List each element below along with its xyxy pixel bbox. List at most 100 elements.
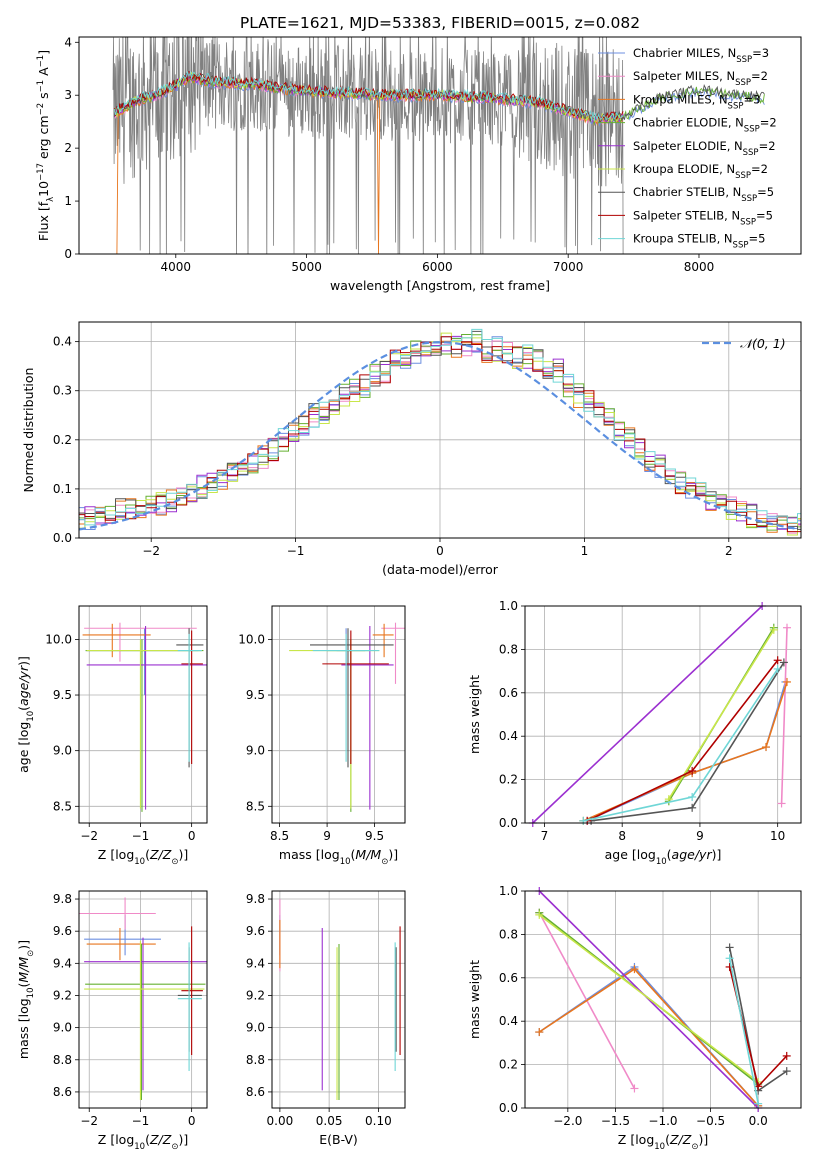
label-part: SSP <box>743 148 759 158</box>
label-part: ( <box>665 1132 670 1147</box>
x-tick-label: 0 <box>188 829 196 843</box>
label-part: =2 <box>760 116 777 130</box>
label-part: ( <box>145 847 150 862</box>
label-part: SSP <box>735 171 751 181</box>
x-tick-label: −2 <box>142 544 160 558</box>
y-tick-label: 9.6 <box>53 924 72 938</box>
x-tick-label: 8.5 <box>270 829 289 843</box>
weight-line <box>538 890 759 1109</box>
label-part: −2 <box>36 103 46 116</box>
label-part: ( <box>145 1132 150 1147</box>
weight_vs_Z-x-label: Z [log10(Z/Z⊙)] <box>618 1132 708 1152</box>
age_vs_Z-axes: −2 −1 08.59.09.510.0Z [log10(Z/Z⊙)]age [lo… <box>16 605 208 867</box>
label-part: Normed distribution <box>21 368 36 493</box>
label-part: =3 <box>752 46 769 60</box>
label-part: =5 <box>748 232 765 246</box>
label-part: Z/Z <box>149 847 172 862</box>
weight-marker <box>769 625 778 634</box>
label-part: s <box>36 92 51 103</box>
y-tick-label: 10.0 <box>238 632 265 646</box>
age_vs_Z-x-label: Z [log10(Z/Z⊙)] <box>98 847 188 867</box>
label-part: mass [log <box>279 847 340 862</box>
label-part: λ <box>46 197 56 202</box>
mass_vs_Z-plot-area <box>79 897 207 1100</box>
label-part: −1 <box>36 55 46 68</box>
x-tick-label: 4000 <box>161 260 192 274</box>
weight-marker <box>535 910 544 919</box>
error-bar <box>177 633 202 762</box>
model-spectrum <box>113 70 624 120</box>
y-tick-label: 0.6 <box>499 686 518 700</box>
axes-frame <box>78 321 802 539</box>
label-part: (data-model)/error <box>382 562 499 577</box>
label-part: Chabrier ELODIE, N <box>633 116 744 130</box>
label-part: SSP <box>736 55 752 65</box>
axes-frame <box>271 605 406 824</box>
label-part: age/yr <box>672 847 713 862</box>
weight-line <box>532 605 763 824</box>
weight_vs_age-y-label: mass weight <box>467 675 482 754</box>
x-tick-label: 0.10 <box>365 1114 392 1128</box>
y-tick-label: 9.6 <box>246 924 265 938</box>
y-tick-label: 1 <box>64 194 72 208</box>
label-part: 10 <box>656 857 667 867</box>
x-tick-label: 0.0 <box>749 1114 768 1128</box>
label-part: M/M <box>16 957 31 983</box>
y-tick-label: 0.4 <box>53 335 72 349</box>
y-tick-label: 9.8 <box>53 892 72 906</box>
label-part: Salpeter STELIB, N <box>633 208 740 222</box>
weight-marker <box>782 1051 791 1060</box>
axes-frame <box>78 890 208 1109</box>
y-tick-label: 0.8 <box>499 927 518 941</box>
label-part: Chabrier MILES, N <box>633 46 736 60</box>
x-tick-label: −2 <box>80 1114 98 1128</box>
label-part: 10 <box>36 181 51 197</box>
age_vs_mass-x-label: mass [log10(M/M⊙)] <box>279 847 398 867</box>
label-part: =5 <box>756 208 773 222</box>
label-part: )] <box>698 1132 708 1147</box>
figure-title: PLATE=1621, MJD=53383, FIBERID=0015, z=0… <box>240 14 640 32</box>
legend-entry: Chabrier MILES, NSSP=3 <box>633 46 769 65</box>
y-tick-label: 8.8 <box>246 1053 265 1067</box>
weight-marker <box>773 664 782 673</box>
x-tick-label: 5000 <box>291 260 322 274</box>
model-spectrum <box>113 71 624 123</box>
label-part: ( <box>16 983 31 988</box>
age_vs_Z-y-label: age [log10(age/yr)] <box>16 656 36 773</box>
x-tick-label: 6000 <box>422 260 453 274</box>
label-part: Z [log <box>98 1132 134 1147</box>
spectrum-x-label: wavelength [Angstrom, rest frame] <box>330 278 550 293</box>
spectrum-plot-area <box>112 37 765 254</box>
weight-marker <box>773 656 782 665</box>
label-part: erg cm <box>36 115 51 163</box>
y-tick-label: 8.8 <box>53 1053 72 1067</box>
label-part: Kroupa ELODIE, N <box>633 162 735 176</box>
mass_vs_ebv-x-label: E(B-V) <box>319 1132 358 1147</box>
x-tick-label: 10 <box>770 829 785 843</box>
label-part: )] <box>178 1132 188 1147</box>
axes-frame <box>524 890 802 1109</box>
error-bar <box>312 633 380 762</box>
label-part: −1 <box>36 80 46 93</box>
label-part: SSP <box>740 217 756 227</box>
label-part: =3 <box>743 92 760 106</box>
label-part: Z [log <box>98 847 134 862</box>
axes-frame <box>271 890 406 1109</box>
weight_vs_Z-axes: −2.0 −1.5 −1.0 −0.5 0.0 0.0 0.2 0.4 0.6 0.8 1.0 Z [… <box>467 884 802 1152</box>
label-part: )] <box>712 847 722 862</box>
mass_vs_Z-y-label: mass [log10(M/M⊙)] <box>16 940 36 1059</box>
y-tick-label: 8.5 <box>246 799 265 813</box>
label-part: 10 <box>340 857 351 867</box>
y-tick-label: 0.2 <box>499 1058 518 1072</box>
label-part: Z/Z <box>669 1132 692 1147</box>
weight-marker <box>688 792 697 801</box>
error-bar <box>177 942 202 1072</box>
label-part: ] <box>36 50 51 55</box>
y-tick-label: 0.2 <box>53 433 72 447</box>
y-tick-label: 8.6 <box>246 1085 265 1099</box>
x-tick-label: −2 <box>80 829 98 843</box>
weight-line <box>780 627 788 804</box>
label-part: 10 <box>26 987 36 998</box>
normal-curve <box>79 341 799 531</box>
